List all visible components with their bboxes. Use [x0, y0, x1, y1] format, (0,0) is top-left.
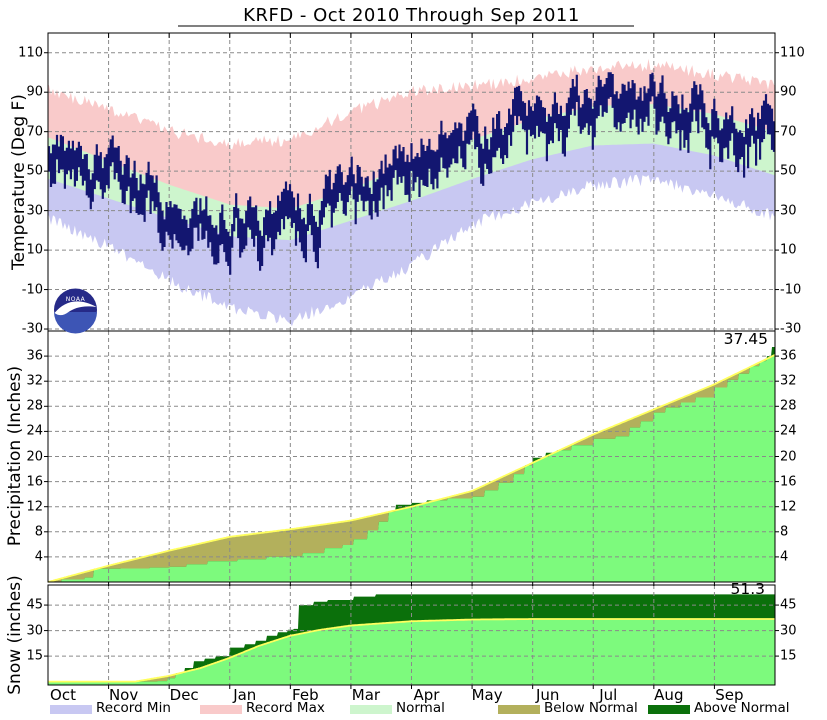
x-tick-label-jul: Jul — [599, 686, 618, 704]
y-tick-label: 16 — [780, 474, 797, 490]
y-tick-label: 15 — [780, 648, 797, 664]
y-tick-label: 70 — [780, 124, 797, 140]
legend-item-record-min: Record Min — [50, 701, 171, 717]
legend-item-normal: Normal — [350, 701, 445, 717]
y-tick-label: -30 — [780, 321, 802, 337]
y-tick-label: -30 — [21, 321, 43, 337]
legend-item-below-normal: Below Normal — [498, 701, 638, 717]
y-tick-label: 45 — [780, 597, 797, 613]
y-tick-label: 4 — [34, 549, 43, 565]
snow-total-annotation: 51.3 — [730, 580, 765, 598]
y-tick-label: -10 — [780, 282, 802, 298]
legend-swatch-above-normal — [648, 704, 690, 714]
y-tick-label: 32 — [780, 373, 797, 389]
x-tick-label-jan: Jan — [233, 686, 257, 704]
chart-title: KRFD - Oct 2010 Through Sep 2011 — [243, 5, 580, 26]
legend-swatch-normal-band — [350, 704, 392, 714]
y-tick-label: 16 — [26, 474, 43, 490]
y-tick-label: 32 — [26, 373, 43, 389]
y-tick-label: 12 — [26, 499, 43, 515]
y-tick-label: 10 — [26, 242, 43, 258]
y-tick-label: 30 — [780, 203, 797, 219]
y-tick-label: 45 — [26, 597, 43, 613]
legend-label: Record Max — [246, 700, 325, 717]
y-tick-label: 70 — [26, 124, 43, 140]
y-tick-label: 110 — [780, 45, 805, 61]
y-tick-label: 90 — [780, 84, 797, 100]
y-tick-label: 8 — [780, 524, 789, 540]
y-tick-label: 10 — [780, 242, 797, 258]
legend-item-record-max: Record Max — [200, 701, 325, 717]
y-tick-label: 30 — [780, 623, 797, 639]
legend-item-above-normal: Above Normal — [648, 701, 790, 717]
legend-swatch-below-normal — [498, 704, 540, 714]
x-tick-label-mar: Mar — [351, 686, 381, 704]
legend-swatch-record-min — [50, 704, 92, 714]
legend-label: Above Normal — [694, 700, 790, 717]
y-tick-label: 24 — [26, 423, 43, 439]
legend-label: Normal — [396, 700, 445, 717]
y-tick-label: 30 — [26, 203, 43, 219]
legend-swatch-record-max — [200, 704, 242, 714]
y-tick-label: 110 — [18, 45, 43, 61]
y-tick-label: 12 — [780, 499, 797, 515]
y-tick-label: 90 — [26, 84, 43, 100]
y-tick-label: 24 — [780, 423, 797, 439]
x-tick-label-may: May — [471, 686, 503, 704]
y-tick-label: 15 — [26, 648, 43, 664]
y-tick-label: -10 — [21, 282, 43, 298]
x-tick-label-feb: Feb — [292, 686, 319, 704]
y-tick-label: 20 — [26, 449, 43, 464]
precip-total-annotation: 37.45 — [723, 330, 768, 348]
x-tick-label-jun: Jun — [535, 686, 560, 704]
x-tick-label-dec: Dec — [169, 686, 199, 704]
y-tick-label: 30 — [26, 623, 43, 639]
y-tick-label: 50 — [26, 163, 43, 179]
noaa-logo-icon: NOAA — [54, 288, 97, 334]
y-tick-label: 8 — [34, 524, 43, 540]
legend-label: Below Normal — [544, 700, 638, 717]
y-tick-label: 36 — [26, 348, 43, 364]
y-tick-label: 36 — [780, 348, 797, 364]
x-tick-label-aug: Aug — [654, 686, 684, 704]
x-tick-label-oct: Oct — [50, 686, 76, 704]
y-tick-label: 20 — [780, 449, 797, 464]
x-tick-label-nov: Nov — [108, 686, 139, 704]
y-tick-label: 4 — [780, 549, 789, 565]
legend-label: Record Min — [96, 700, 171, 717]
x-tick-label-sep: Sep — [715, 686, 744, 704]
y-tick-label: 28 — [26, 398, 43, 414]
noaa-logo-text: NOAA — [66, 296, 86, 303]
y-tick-label: 28 — [780, 398, 797, 414]
y-tick-label: 50 — [780, 163, 797, 179]
x-tick-label-apr: Apr — [413, 686, 440, 704]
